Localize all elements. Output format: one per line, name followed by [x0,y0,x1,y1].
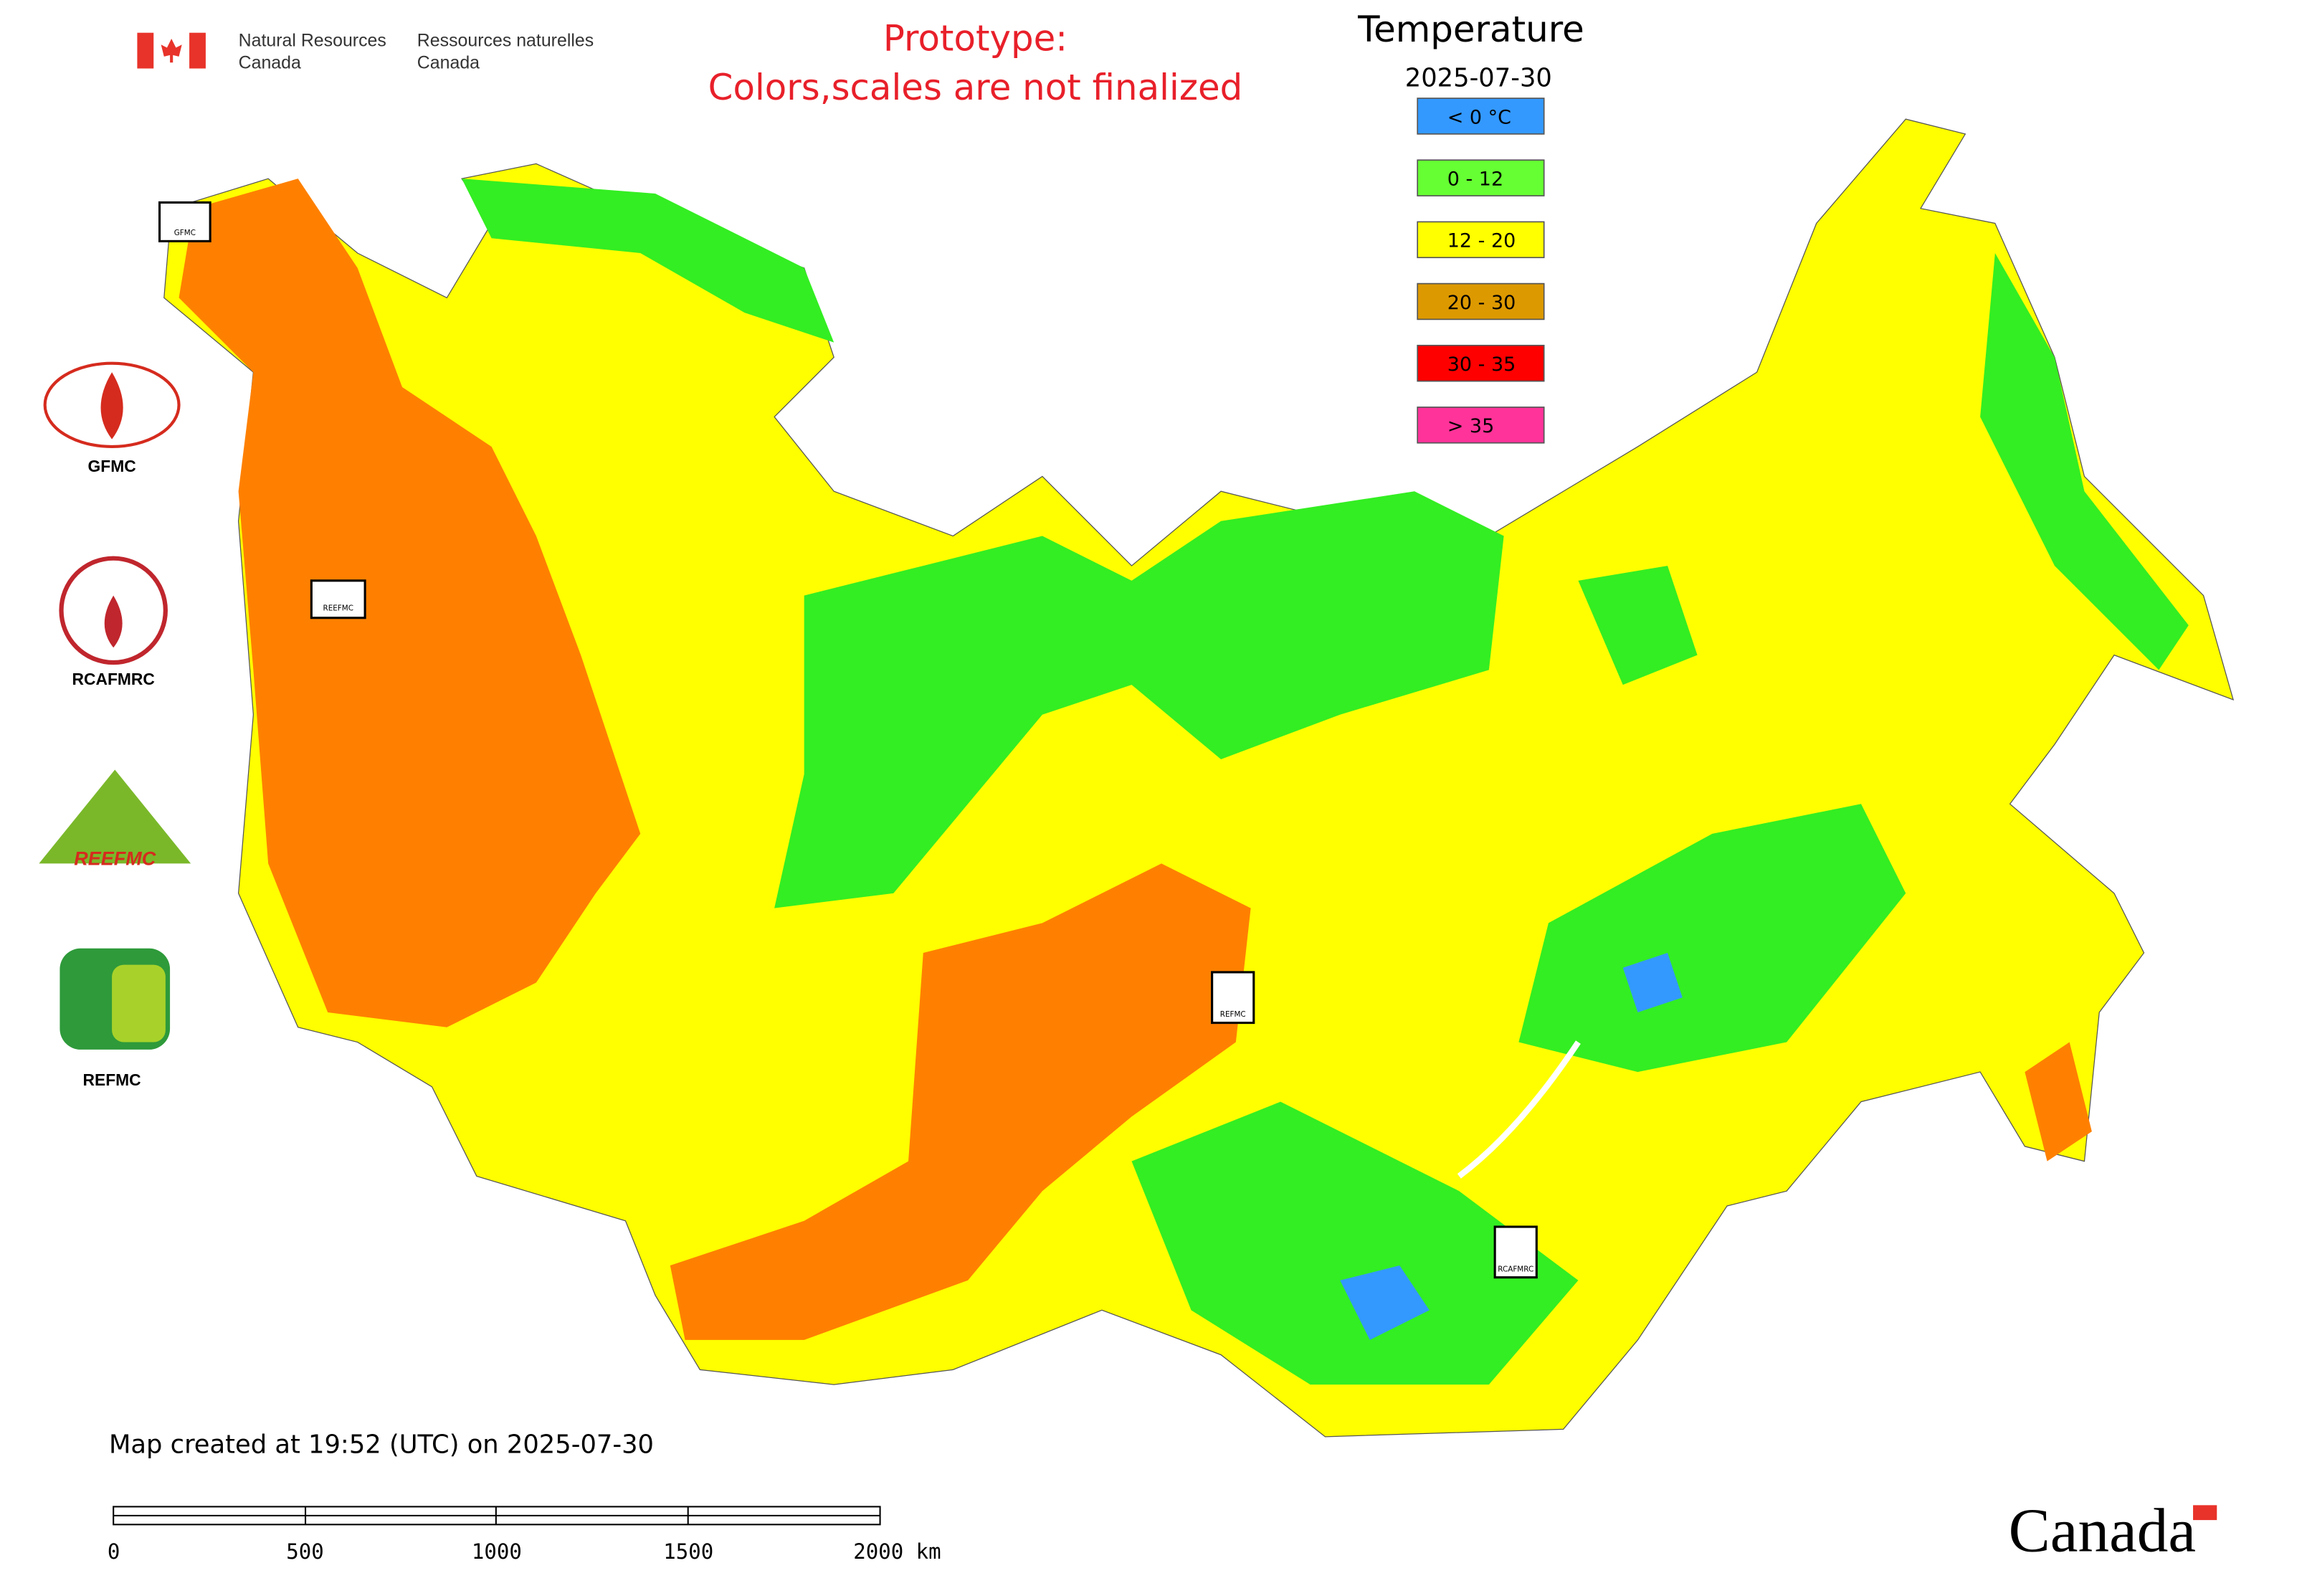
legend-label: 12 - 20 [1447,230,1516,252]
scale-label: 1000 [472,1539,522,1564]
map-markers: GFMC REEFMC REFMC RCAFMRC [158,201,1538,1279]
logo-label: REFMC [83,1070,141,1089]
flag-signature [137,32,206,69]
logos: GFMC RCAFMRC REEFMC REFMC [39,361,191,1089]
marker-label: GFMC [174,229,196,237]
legend-swatch [1417,282,1545,320]
agency-en: Natural Resources [239,30,386,50]
logo-label: GFMC [88,457,136,475]
legend-label: > 35 [1447,415,1495,437]
legend-label: 0 - 12 [1447,168,1503,191]
marker-label: RCAFMRC [1498,1265,1533,1273]
agency-fr: Canada [417,53,480,73]
canada-wordmark: Canada [2009,1496,2196,1565]
legend-label: < 0 °C [1447,106,1511,128]
scale-labels: 0 500 1000 1500 2000 km [108,1539,941,1564]
legend: < 0 °C 0 - 12 12 - 20 20 - 30 30 - 35 > 35 [1417,98,1545,444]
legend-swatch [1417,221,1545,259]
legend-swatch [1417,159,1545,196]
prototype-notice: Prototype: [883,18,1067,60]
logo-label: RCAFMRC [72,670,154,688]
scale-bar [113,1506,881,1526]
logo-label: REEFMC [74,847,156,869]
agency-en: Canada [239,53,301,73]
legend-title: Temperature [1357,9,1584,50]
legend-label: 20 - 30 [1447,292,1516,314]
marker-label: REFMC [1220,1010,1246,1019]
legend-label: 30 - 35 [1447,353,1516,376]
scale-label: 2000 km [853,1539,941,1564]
agency-fr: Ressources naturelles [417,30,594,50]
scale-label: 0 [108,1539,120,1564]
scale-label: 1500 [663,1539,713,1564]
legend-swatch [1417,344,1545,382]
temperature-map [163,118,2235,1438]
legend-swatch [1417,407,1545,444]
marker-label: REEFMC [323,604,353,612]
legend-date: 2025-07-30 [1405,63,1552,92]
prototype-notice: Colors,scales are not finalized [708,67,1243,108]
wordmark-flag [2193,1505,2217,1521]
scale-label: 500 [286,1539,324,1564]
legend-swatch [1417,98,1545,135]
created-note: Map created at 19:52 (UTC) on 2025-07-30 [109,1430,654,1460]
